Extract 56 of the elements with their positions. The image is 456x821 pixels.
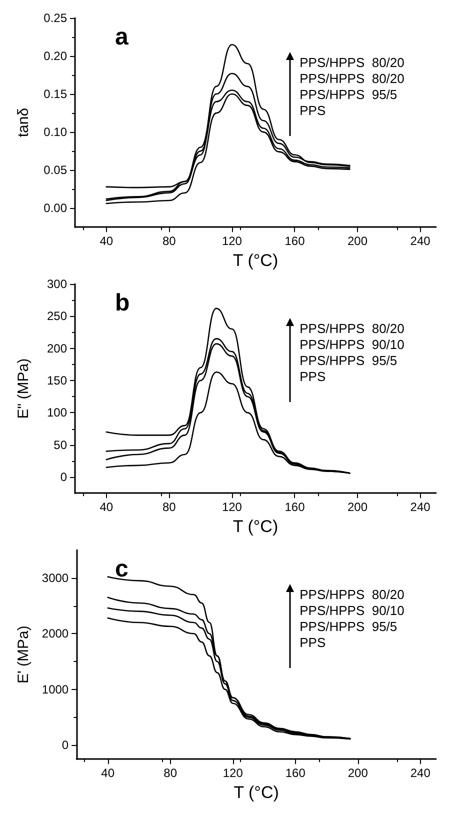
y-tick-label: 3000: [42, 570, 69, 585]
chart-title: c: [115, 556, 128, 582]
y-tick-label: 0.25: [44, 11, 68, 25]
y-tick-label: 0.00: [44, 201, 68, 216]
y-tick-label: 50: [54, 438, 68, 452]
annotation: PPS: [300, 635, 326, 650]
x-tick-label: 80: [162, 234, 176, 248]
y-tick-label: 200: [46, 341, 68, 356]
y-axis-title: E" (MPa): [15, 358, 32, 419]
annotation: PPS/HPPS 95/5: [300, 353, 398, 368]
x-tick-label: 120: [222, 500, 242, 514]
annotation: PPS/HPPS 80/20: [300, 587, 404, 602]
chart-title: b: [115, 290, 130, 316]
y-tick-label: 100: [46, 406, 68, 420]
annotation: PPS/HPPS 90/10: [300, 603, 404, 618]
annotation: PPS/HPPS 80/20: [300, 321, 404, 336]
x-tick-label: 40: [101, 766, 115, 780]
annotation: PPS/HPPS 80/20: [300, 55, 404, 70]
x-axis-title: T (°C): [234, 783, 279, 802]
x-tick-label: 40: [100, 234, 114, 248]
y-axis-title: E' (MPa): [15, 626, 32, 684]
annotation: PPS/HPPS 80/20: [300, 71, 404, 86]
x-tick-label: 120: [222, 234, 242, 248]
x-axis-title: T (°C): [232, 517, 278, 536]
y-tick-label: 300: [46, 277, 68, 291]
x-tick-label: 40: [100, 500, 114, 514]
x-tick-label: 120: [222, 766, 244, 780]
x-tick-label: 200: [348, 234, 368, 248]
annotation: PPS: [300, 103, 326, 118]
y-axis-title: tanδ: [15, 108, 32, 138]
y-tick-label: 0: [60, 470, 68, 484]
x-tick-label: 160: [284, 500, 306, 514]
chart-title: a: [115, 24, 129, 50]
x-tick-label: 240: [410, 234, 431, 248]
x-tick-label: 200: [348, 500, 368, 514]
y-tick-label: 0: [62, 738, 69, 752]
x-tick-label: 240: [410, 766, 431, 780]
x-tick-label: 80: [162, 500, 176, 514]
x-axis-title: T (°C): [232, 251, 278, 270]
y-tick-label: 1000: [42, 682, 69, 696]
x-tick-label: 200: [348, 766, 368, 780]
x-tick-label: 80: [164, 766, 178, 780]
x-tick-label: 160: [285, 766, 306, 780]
x-tick-label: 240: [410, 500, 431, 514]
annotation: PPS: [300, 369, 326, 384]
y-tick-label: 0.20: [44, 49, 68, 64]
x-tick-label: 160: [284, 234, 306, 248]
y-tick-label: 0.10: [44, 125, 68, 140]
y-tick-label: 0.15: [44, 87, 68, 102]
y-tick-label: 250: [46, 309, 68, 324]
y-tick-label: 2000: [42, 626, 69, 641]
y-tick-label: 0.05: [44, 163, 68, 178]
y-tick-label: 150: [46, 374, 68, 388]
annotation: PPS/HPPS 90/10: [300, 337, 404, 352]
annotation: PPS/HPPS 95/5: [300, 87, 398, 102]
annotation: PPS/HPPS 95/5: [300, 619, 398, 634]
